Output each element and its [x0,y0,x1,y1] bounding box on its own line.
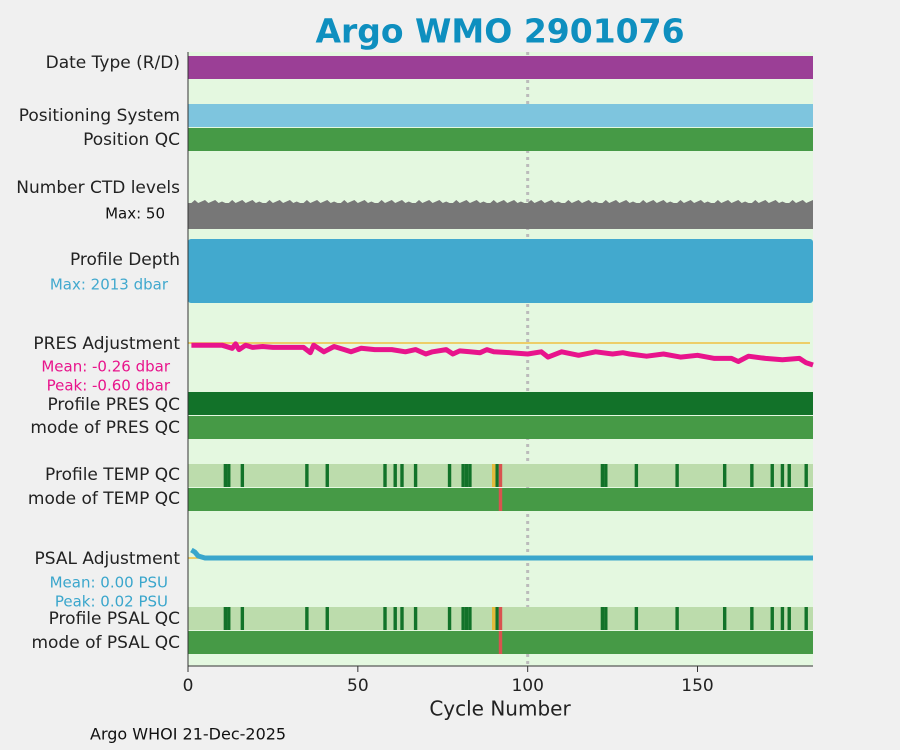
psal-qc-flag-mark [447,607,452,630]
chart-title: Argo WMO 2901076 [315,12,684,51]
temp-qc-flag-mark [227,464,231,487]
annotation-pres-peak: Peak: -0.60 dbar [47,377,171,395]
psal-qc-flag-mark [498,607,503,630]
temp-qc-flag-mark [325,464,329,487]
temp-qc-flag-mark [498,464,503,487]
psal-qc-flag-mark [400,607,404,630]
temp-qc-flag-mark [675,464,679,487]
row-label-pres-adjustment: PRES Adjustment [33,334,180,354]
temp-qc-flag-mark [400,464,404,487]
ctd-levels-bar [188,203,813,229]
temp-qc-flag-mark [604,464,608,487]
temp-qc-flag-mark [787,464,791,487]
row-label-mode-temp-qc: mode of TEMP QC [28,489,180,509]
temp-qc-flag-mark [634,464,639,487]
row-label-date-type: Date Type (R/D) [46,53,180,73]
temp-qc-flag-mark [600,464,605,487]
temp-qc-flag-mark [413,464,418,487]
profile-depth-bar [188,239,813,303]
x-axis-label: Cycle Number [429,697,571,721]
temp-qc-flag-mark [240,464,245,487]
psal-qc-flag-mark [383,607,387,630]
psal-adjustment-line [190,547,813,561]
temp-qc-flag-mark [383,464,387,487]
mode-pres-qc-bar [188,416,813,439]
row-label-mode-psal-qc: mode of PSAL QC [31,633,180,653]
row-label-position-qc: Position QC [83,130,180,150]
psal-qc-flag-mark [675,607,679,630]
psal-qc-flag-mark [305,607,309,630]
row-label-profile-temp-qc: Profile TEMP QC [45,465,180,485]
annotation-ctd-max: Max: 50 [105,205,165,223]
row-label-ctd-levels: Number CTD levels [16,178,180,198]
psal-qc-flag-mark [227,607,231,630]
annotation-psal-mean: Mean: 0.00 PSU [50,574,168,592]
temp-qc-flag-mark [468,464,472,487]
temp-qc-flag-mark [305,464,309,487]
x-tick-label: 150 [681,676,713,696]
temp-qc-flag-mark [393,464,397,487]
psal-qc-flag-mark [413,607,418,630]
temp-qc-flag-mark [447,464,452,487]
row-label-profile-depth: Profile Depth [70,250,180,270]
position-qc-bar [188,128,813,151]
row-label-profile-psal-qc: Profile PSAL QC [49,609,180,629]
psal-qc-flag-mark [223,607,228,630]
temp-qc-flag-mark [495,464,499,487]
ctd-levels-profile [188,200,813,206]
psal-qc-flag-mark [240,607,245,630]
date-type-bar [188,56,813,79]
temp-qc-flag-mark [780,464,785,487]
psal-qc-flag-mark [634,607,639,630]
psal-qc-flag-mark [461,607,465,630]
x-tick-label: 50 [347,676,369,696]
row-label-mode-pres-qc: mode of PRES QC [30,418,180,438]
temp-qc-flag-mark [770,464,774,487]
annotation-pres-mean: Mean: -0.26 dbar [41,358,171,376]
temp-qc-flag-mark [492,464,496,487]
temp-qc-flag-mark [464,464,469,487]
x-tick-label: 100 [511,676,543,696]
psal-qc-flag-mark [495,607,499,630]
psal-qc-flag-mark [325,607,329,630]
psal-qc-flag-mark [600,607,605,630]
psal-qc-flag-mark [780,607,785,630]
positioning-system-bar [188,104,813,127]
psal-qc-flag-mark [468,607,472,630]
footer-credit: Argo WHOI 21-Dec-2025 [90,725,286,744]
row-label-profile-pres-qc: Profile PRES QC [47,395,180,415]
temp-qc-flag-mark [223,464,228,487]
psal-qc-flag-mark [750,607,754,630]
psal-qc-flag-mark [770,607,774,630]
psal-qc-mode-mark [498,631,503,654]
annotation-psal-peak: Peak: 0.02 PSU [55,593,168,611]
psal-qc-flag-mark [464,607,469,630]
row-label-positioning-system: Positioning System [19,106,180,126]
psal-qc-flag-mark [604,607,608,630]
temp-qc-flag-mark [722,464,727,487]
profile-pres-qc-bar [188,392,813,415]
temp-qc-flag-mark [461,464,465,487]
temp-qc-mode-mark [498,488,503,511]
psal-qc-flag-mark [393,607,397,630]
pres-adjustment-line [191,341,814,368]
psal-qc-flag-mark [492,607,496,630]
psal-qc-flag-mark [722,607,727,630]
row-label-psal-adjustment: PSAL Adjustment [35,549,181,569]
psal-qc-flag-mark [804,607,808,630]
temp-qc-flag-mark [804,464,808,487]
temp-qc-flag-mark [750,464,754,487]
psal-qc-flag-mark [787,607,791,630]
x-tick-label: 0 [183,676,194,696]
annotation-depth-max: Max: 2013 dbar [50,276,169,294]
